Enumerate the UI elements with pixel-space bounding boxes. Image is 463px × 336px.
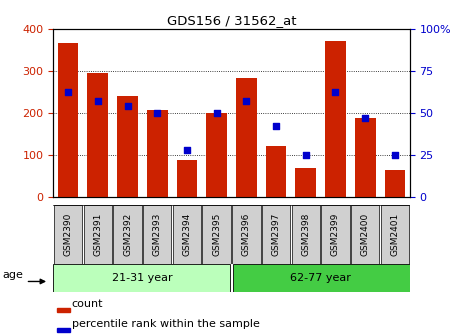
Text: GSM2393: GSM2393	[153, 212, 162, 256]
Text: GSM2401: GSM2401	[390, 213, 400, 256]
Bar	[236, 78, 257, 197]
FancyBboxPatch shape	[173, 205, 201, 264]
Text: GSM2399: GSM2399	[331, 212, 340, 256]
Point	[332, 90, 339, 95]
FancyBboxPatch shape	[292, 205, 320, 264]
Text: count: count	[72, 299, 103, 309]
Text: GSM2397: GSM2397	[272, 212, 281, 256]
Text: GSM2390: GSM2390	[63, 212, 73, 256]
Point	[183, 147, 191, 152]
FancyBboxPatch shape	[83, 205, 112, 264]
Bar	[176, 160, 197, 197]
Point	[64, 90, 72, 95]
Point	[94, 98, 101, 103]
FancyBboxPatch shape	[381, 205, 409, 264]
Text: 62-77 year: 62-77 year	[290, 273, 351, 283]
FancyBboxPatch shape	[113, 205, 142, 264]
Point	[272, 123, 280, 129]
Text: 21-31 year: 21-31 year	[112, 273, 173, 283]
Bar	[295, 168, 316, 197]
Bar	[266, 146, 287, 197]
Bar	[57, 328, 69, 332]
Point	[154, 110, 161, 115]
FancyBboxPatch shape	[321, 205, 350, 264]
Point	[213, 110, 220, 115]
Bar	[325, 41, 346, 197]
Text: GSM2395: GSM2395	[212, 212, 221, 256]
Text: GSM2398: GSM2398	[301, 212, 310, 256]
Point	[391, 152, 399, 157]
Bar	[384, 170, 405, 197]
Bar	[57, 308, 69, 312]
Text: GSM2394: GSM2394	[182, 213, 191, 256]
Bar	[355, 118, 375, 197]
Point	[362, 115, 369, 120]
FancyBboxPatch shape	[262, 205, 290, 264]
Text: GSM2391: GSM2391	[94, 212, 102, 256]
FancyBboxPatch shape	[351, 205, 380, 264]
FancyBboxPatch shape	[54, 205, 82, 264]
FancyBboxPatch shape	[233, 264, 410, 292]
Point	[302, 152, 309, 157]
FancyBboxPatch shape	[53, 264, 230, 292]
Text: GSM2392: GSM2392	[123, 213, 132, 256]
Text: percentile rank within the sample: percentile rank within the sample	[72, 319, 260, 329]
FancyBboxPatch shape	[232, 205, 261, 264]
Bar	[88, 73, 108, 197]
FancyBboxPatch shape	[202, 205, 231, 264]
Text: age: age	[3, 269, 24, 280]
Bar	[117, 96, 138, 197]
Title: GDS156 / 31562_at: GDS156 / 31562_at	[167, 14, 296, 28]
Text: GSM2400: GSM2400	[361, 213, 369, 256]
Point	[243, 98, 250, 103]
Point	[124, 103, 131, 109]
Text: GSM2396: GSM2396	[242, 212, 251, 256]
Bar	[147, 111, 168, 197]
FancyBboxPatch shape	[143, 205, 171, 264]
Bar	[206, 114, 227, 197]
Bar	[58, 43, 79, 197]
